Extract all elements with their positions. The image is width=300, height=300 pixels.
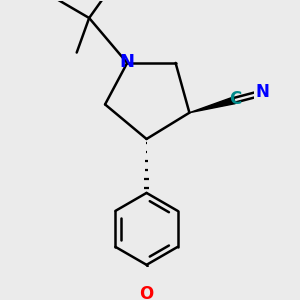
Text: C: C [229, 90, 241, 108]
Text: O: O [140, 285, 154, 300]
Polygon shape [189, 97, 235, 113]
Text: N: N [120, 53, 135, 71]
Text: N: N [255, 83, 269, 101]
